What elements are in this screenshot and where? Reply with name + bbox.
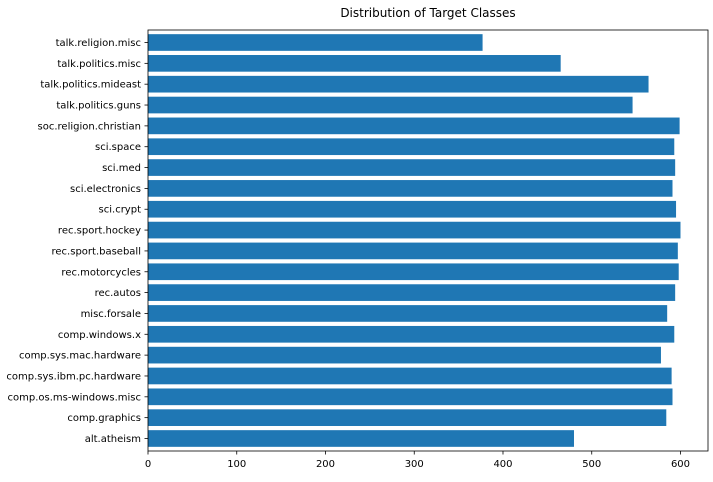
x-tick-label-6: 600	[671, 459, 690, 470]
y-tick-label-14: sci.space	[95, 142, 141, 153]
y-tick-label-10: rec.sport.hockey	[58, 226, 141, 237]
y-tick-label-6: misc.forsale	[81, 309, 141, 320]
bar-16	[148, 96, 633, 114]
bar-6	[148, 305, 668, 322]
bar-17	[148, 75, 649, 93]
bar-11	[148, 200, 677, 218]
bar-0	[148, 430, 574, 447]
x-tick-label-0: 0	[145, 459, 151, 470]
bar-2	[148, 388, 673, 406]
bar-18	[148, 55, 561, 72]
y-tick-label-0: alt.atheism	[85, 434, 141, 445]
y-tick-label-17: talk.politics.mideast	[40, 80, 141, 91]
y-tick-label-4: comp.sys.mac.hardware	[19, 351, 141, 362]
bar-3	[148, 367, 672, 385]
chart-title: Distribution of Target Classes	[340, 6, 515, 20]
bar-8	[148, 263, 679, 281]
x-tick-label-2: 200	[316, 459, 335, 470]
y-tick-label-16: talk.politics.guns	[56, 101, 141, 112]
bar-1	[148, 409, 667, 426]
y-tick-label-8: rec.motorcycles	[61, 267, 141, 278]
y-tick-label-19: talk.religion.misc	[56, 38, 141, 49]
x-tick-label-5: 500	[582, 459, 601, 470]
bar-5	[148, 325, 675, 343]
y-tick-label-15: soc.religion.christian	[38, 121, 141, 132]
y-tick-label-9: rec.sport.baseball	[52, 246, 141, 257]
bar-13	[148, 159, 676, 176]
x-tick-label-4: 400	[493, 459, 512, 470]
bar-15	[148, 117, 680, 135]
y-tick-label-12: sci.electronics	[70, 184, 141, 195]
bar-12	[148, 180, 673, 197]
x-tick-label-3: 300	[405, 459, 424, 470]
bar-19	[148, 34, 483, 51]
y-tick-label-18: talk.politics.misc	[57, 59, 141, 70]
bar-7	[148, 284, 676, 301]
bar-9	[148, 242, 678, 260]
y-tick-label-11: sci.crypt	[99, 205, 142, 216]
y-tick-label-7: rec.autos	[95, 288, 141, 299]
y-tick-label-5: comp.windows.x	[58, 330, 141, 341]
y-tick-label-3: comp.sys.ibm.pc.hardware	[6, 371, 141, 382]
x-axis-ticks: 0 100 200 300 400 500 600	[145, 451, 690, 470]
bar-14	[148, 138, 675, 156]
bar-4	[148, 346, 661, 364]
y-tick-label-13: sci.med	[102, 163, 141, 174]
plot-frame	[147, 29, 709, 452]
bars-group	[148, 34, 681, 447]
bar-10	[148, 221, 681, 239]
y-axis-ticks: alt.atheism comp.graphics comp.os.ms-windo…	[6, 38, 148, 445]
y-tick-label-2: comp.os.ms-windows.misc	[7, 392, 141, 403]
x-tick-label-1: 100	[227, 459, 246, 470]
y-tick-label-1: comp.graphics	[67, 413, 141, 424]
